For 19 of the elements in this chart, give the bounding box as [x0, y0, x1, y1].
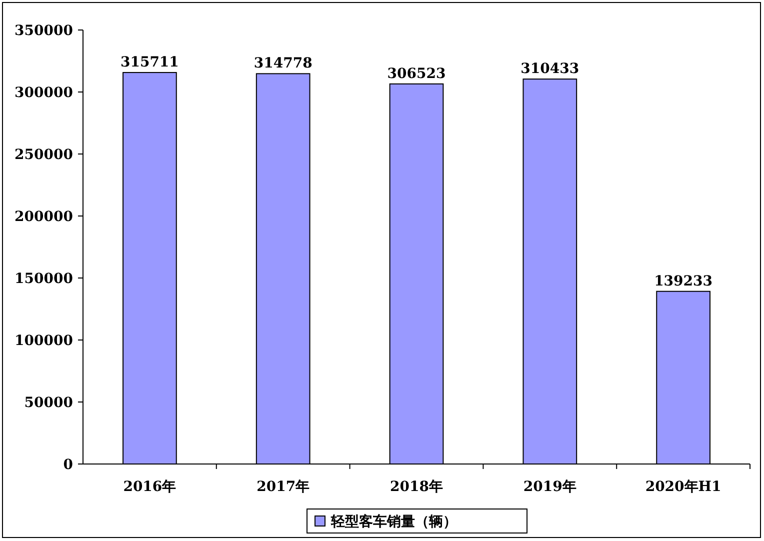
y-tick-label: 300000 [14, 84, 74, 101]
y-tick-label: 150000 [14, 270, 74, 287]
data-label: 314778 [254, 56, 312, 72]
data-label: 139233 [654, 273, 713, 290]
y-tick-label: 200000 [14, 208, 74, 225]
y-tick-label: 50000 [24, 394, 74, 411]
y-tick-label: 250000 [14, 146, 74, 163]
data-label: 315711 [120, 54, 179, 71]
y-tick-label: 100000 [14, 332, 74, 349]
x-tick-label: 2019年 [523, 479, 576, 495]
x-tick-label: 2016年 [123, 479, 176, 495]
y-tick-label: 0 [63, 456, 74, 473]
data-label: 310433 [520, 61, 580, 78]
data-label: 306523 [387, 66, 446, 82]
x-tick-label: 2020年H1 [645, 479, 722, 495]
x-tick-label: 2018年 [390, 479, 443, 495]
y-tick-label: 350000 [14, 22, 74, 39]
legend-label: 轻型客车销量（辆） [330, 512, 457, 530]
x-tick-label: 2017年 [256, 479, 310, 495]
